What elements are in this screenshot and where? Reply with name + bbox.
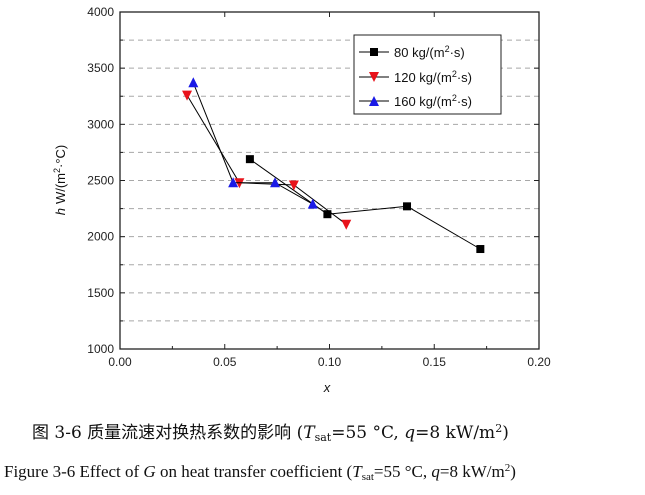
data-point — [245, 155, 254, 164]
y-axis-unit-end: ·°C) — [53, 145, 68, 168]
caption-cn-sup: 2 — [495, 422, 503, 435]
caption-cn-close: ) — [502, 423, 509, 443]
legend-label-80: 80 kg/(m2·s) — [394, 44, 465, 60]
y-axis-title: h W/(m2·°C) — [52, 145, 68, 216]
x-tick-label: 0.15 — [423, 355, 447, 369]
chart: 1000 1500 2000 2500 3000 3500 4000 0.00 0.05 0.10… — [52, 5, 551, 395]
y-tick-label: 3000 — [87, 117, 114, 131]
series-layer — [182, 77, 485, 254]
y-axis-unit-sup: 2 — [52, 168, 62, 173]
x-tick-label: 0.00 — [108, 355, 132, 369]
legend-item-160: 160 kg/(m2·s) — [359, 93, 472, 109]
caption-en-sup: 2 — [504, 462, 511, 474]
grid-lines — [120, 39, 539, 322]
caption-en-sat: sat — [361, 471, 374, 483]
series-line — [192, 82, 313, 205]
caption-chinese: 图 3-6 质量流速对换热系数的影响 (Tsat=55 °C, q=8 kW/m… — [0, 418, 645, 444]
y-tick-label: 1500 — [87, 286, 114, 300]
caption-english: Figure 3-6 Effect of G on heat transfer … — [0, 462, 645, 483]
caption-cn-eq1: =55 °C, — [331, 423, 405, 443]
data-point — [234, 178, 245, 189]
caption-en-t: T — [352, 462, 362, 481]
data-point — [182, 90, 193, 101]
x-tick-label: 0.10 — [318, 355, 342, 369]
legend-label-120: 120 kg/(m2·s) — [394, 69, 472, 85]
data-point — [228, 177, 239, 188]
y-tick-label: 2000 — [87, 230, 114, 244]
series-line — [249, 158, 481, 250]
data-point — [323, 210, 332, 219]
x-tick-label: 0.05 — [213, 355, 237, 369]
caption-en-close: ) — [510, 462, 516, 481]
legend-marker-80 — [370, 48, 378, 56]
series-2 — [182, 90, 352, 230]
caption-en-g: G — [143, 462, 156, 481]
legend-label-160: 160 kg/(m2·s) — [394, 93, 472, 109]
data-point — [307, 198, 318, 209]
data-point — [188, 77, 199, 88]
caption-cn-eq2: =8 kW/m — [415, 423, 496, 443]
series-1 — [245, 155, 485, 254]
legend: 80 kg/(m2·s) 120 kg/(m2·s) 160 kg/(m2·s) — [353, 34, 502, 115]
legend-item-120: 120 kg/(m2·s) — [359, 69, 472, 85]
y-axis-symbol: h — [53, 208, 68, 215]
y-axis-unit: W/(m — [53, 173, 68, 204]
y-tick-label: 3500 — [87, 61, 114, 75]
caption-cn-q: q — [404, 423, 416, 443]
y-tick-label: 2500 — [87, 174, 114, 188]
caption-cn-t: T — [303, 423, 315, 443]
legend-marker-160 — [369, 96, 379, 106]
caption-cn-text: 图 3-6 质量流速对换热系数的影响 ( — [32, 423, 304, 443]
data-point — [341, 219, 352, 230]
x-axis-title: x — [323, 380, 331, 395]
legend-item-80: 80 kg/(m2·s) — [359, 44, 465, 60]
caption-en-eq2: =8 kW/m — [439, 462, 505, 481]
y-tick-label: 1000 — [87, 342, 114, 356]
caption-en-prefix: Figure 3-6 Effect of — [4, 462, 144, 481]
y-tick-label: 4000 — [87, 5, 114, 19]
series-3 — [188, 77, 318, 209]
data-point — [476, 245, 485, 254]
caption-en-mid: on heat transfer coefficient ( — [155, 462, 353, 481]
caption-cn-sat: sat — [314, 431, 332, 444]
series-line — [186, 94, 347, 225]
data-point — [270, 177, 281, 188]
axis-ticks: 1000 1500 2000 2500 3000 3500 4000 0.00 0.05 0.10… — [87, 5, 551, 369]
x-tick-label: 0.20 — [527, 355, 551, 369]
data-point — [403, 202, 412, 211]
legend-marker-120 — [369, 72, 379, 82]
caption-en-q: q — [431, 462, 440, 481]
data-point — [288, 180, 299, 191]
caption-en-eq1: =55 °C, — [373, 462, 432, 481]
